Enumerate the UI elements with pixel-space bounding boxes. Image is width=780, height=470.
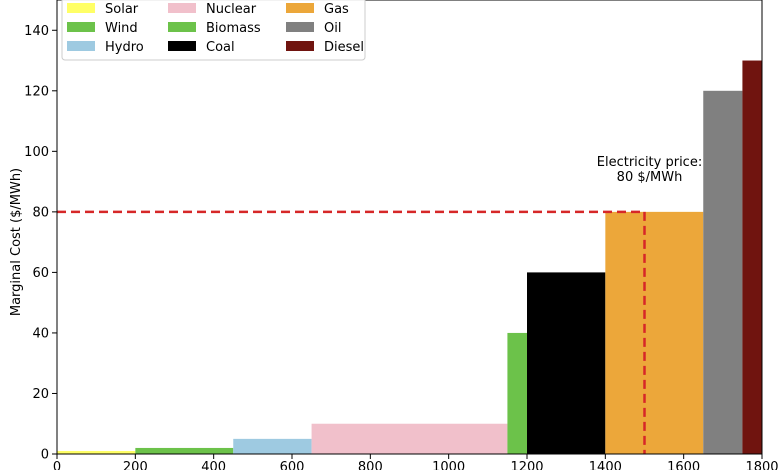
y-tick-label: 120 xyxy=(24,84,49,99)
bar-gas xyxy=(605,211,704,454)
x-tick-label: 0 xyxy=(53,460,61,470)
bar-nuclear xyxy=(311,423,508,454)
bars-layer xyxy=(57,60,762,455)
price-annotation-line2: 80 $/MWh xyxy=(617,170,683,185)
y-tick-label: 40 xyxy=(32,326,49,341)
price-lines-layer xyxy=(57,210,646,454)
legend-swatch xyxy=(286,22,314,32)
bar-diesel xyxy=(742,60,762,455)
legend-swatch xyxy=(168,22,196,32)
bar-solar xyxy=(57,450,136,454)
legend-label: Oil xyxy=(324,21,341,36)
legend-swatch xyxy=(286,3,314,13)
bar-oil xyxy=(703,90,743,455)
legend-item-oil: Oil xyxy=(286,21,341,36)
price-annotation-line1: Electricity price: xyxy=(597,155,702,170)
price-annotation: Electricity price: 80 $/MWh xyxy=(597,155,702,185)
y-tick-label: 100 xyxy=(24,145,49,160)
y-axis-label: Marginal Cost ($/MWh) xyxy=(9,168,24,316)
bar-coal xyxy=(527,272,606,454)
legend-item-nuclear: Nuclear xyxy=(168,2,257,17)
legend-label: Nuclear xyxy=(206,2,257,17)
legend-item-gas: Gas xyxy=(286,2,349,17)
legend-swatch xyxy=(67,41,95,51)
legend: Solar Wind Hydro Nuclear Biomass Coal Gas Oil Di… xyxy=(61,0,366,61)
legend-swatch xyxy=(168,41,196,51)
x-axis: 0 200 400 600 800 1000 1200 1400 1600 1800 xyxy=(53,454,779,470)
legend-label: Coal xyxy=(206,40,235,55)
x-tick-label: 1400 xyxy=(589,460,622,470)
bar-hydro xyxy=(233,438,312,454)
legend-swatch xyxy=(67,22,95,32)
legend-label: Solar xyxy=(105,2,139,17)
y-tick-label: 140 xyxy=(24,24,49,39)
y-tick-label: 80 xyxy=(32,205,49,220)
y-axis: 0 20 40 60 80 100 120 140 xyxy=(24,24,57,463)
x-tick-label: 1000 xyxy=(432,460,465,470)
x-tick-label: 200 xyxy=(123,460,148,470)
x-tick-label: 600 xyxy=(280,460,305,470)
y-tick-label: 0 xyxy=(41,448,49,463)
y-tick-label: 20 xyxy=(32,387,49,402)
legend-label: Hydro xyxy=(105,40,144,55)
legend-item-hydro: Hydro xyxy=(67,40,144,55)
legend-item-biomass: Biomass xyxy=(168,21,261,36)
legend-swatch xyxy=(286,41,314,51)
legend-swatch xyxy=(168,3,196,13)
bar-wind xyxy=(135,447,234,454)
legend-label: Wind xyxy=(105,21,138,36)
legend-label: Diesel xyxy=(324,40,364,55)
legend-swatch xyxy=(67,3,95,13)
bar-biomass xyxy=(507,332,527,454)
legend-item-solar: Solar xyxy=(67,2,139,17)
legend-label: Gas xyxy=(324,2,349,17)
x-tick-label: 800 xyxy=(358,460,383,470)
legend-item-coal: Coal xyxy=(168,40,235,55)
plot-frame xyxy=(56,0,763,455)
x-tick-label: 400 xyxy=(201,460,226,470)
y-tick-label: 60 xyxy=(32,266,49,281)
legend-item-diesel: Diesel xyxy=(286,40,364,55)
legend-label: Biomass xyxy=(206,21,261,36)
x-tick-label: 1600 xyxy=(667,460,700,470)
x-tick-label: 1200 xyxy=(510,460,543,470)
legend-item-wind: Wind xyxy=(67,21,138,36)
x-tick-label: 1800 xyxy=(745,460,778,470)
